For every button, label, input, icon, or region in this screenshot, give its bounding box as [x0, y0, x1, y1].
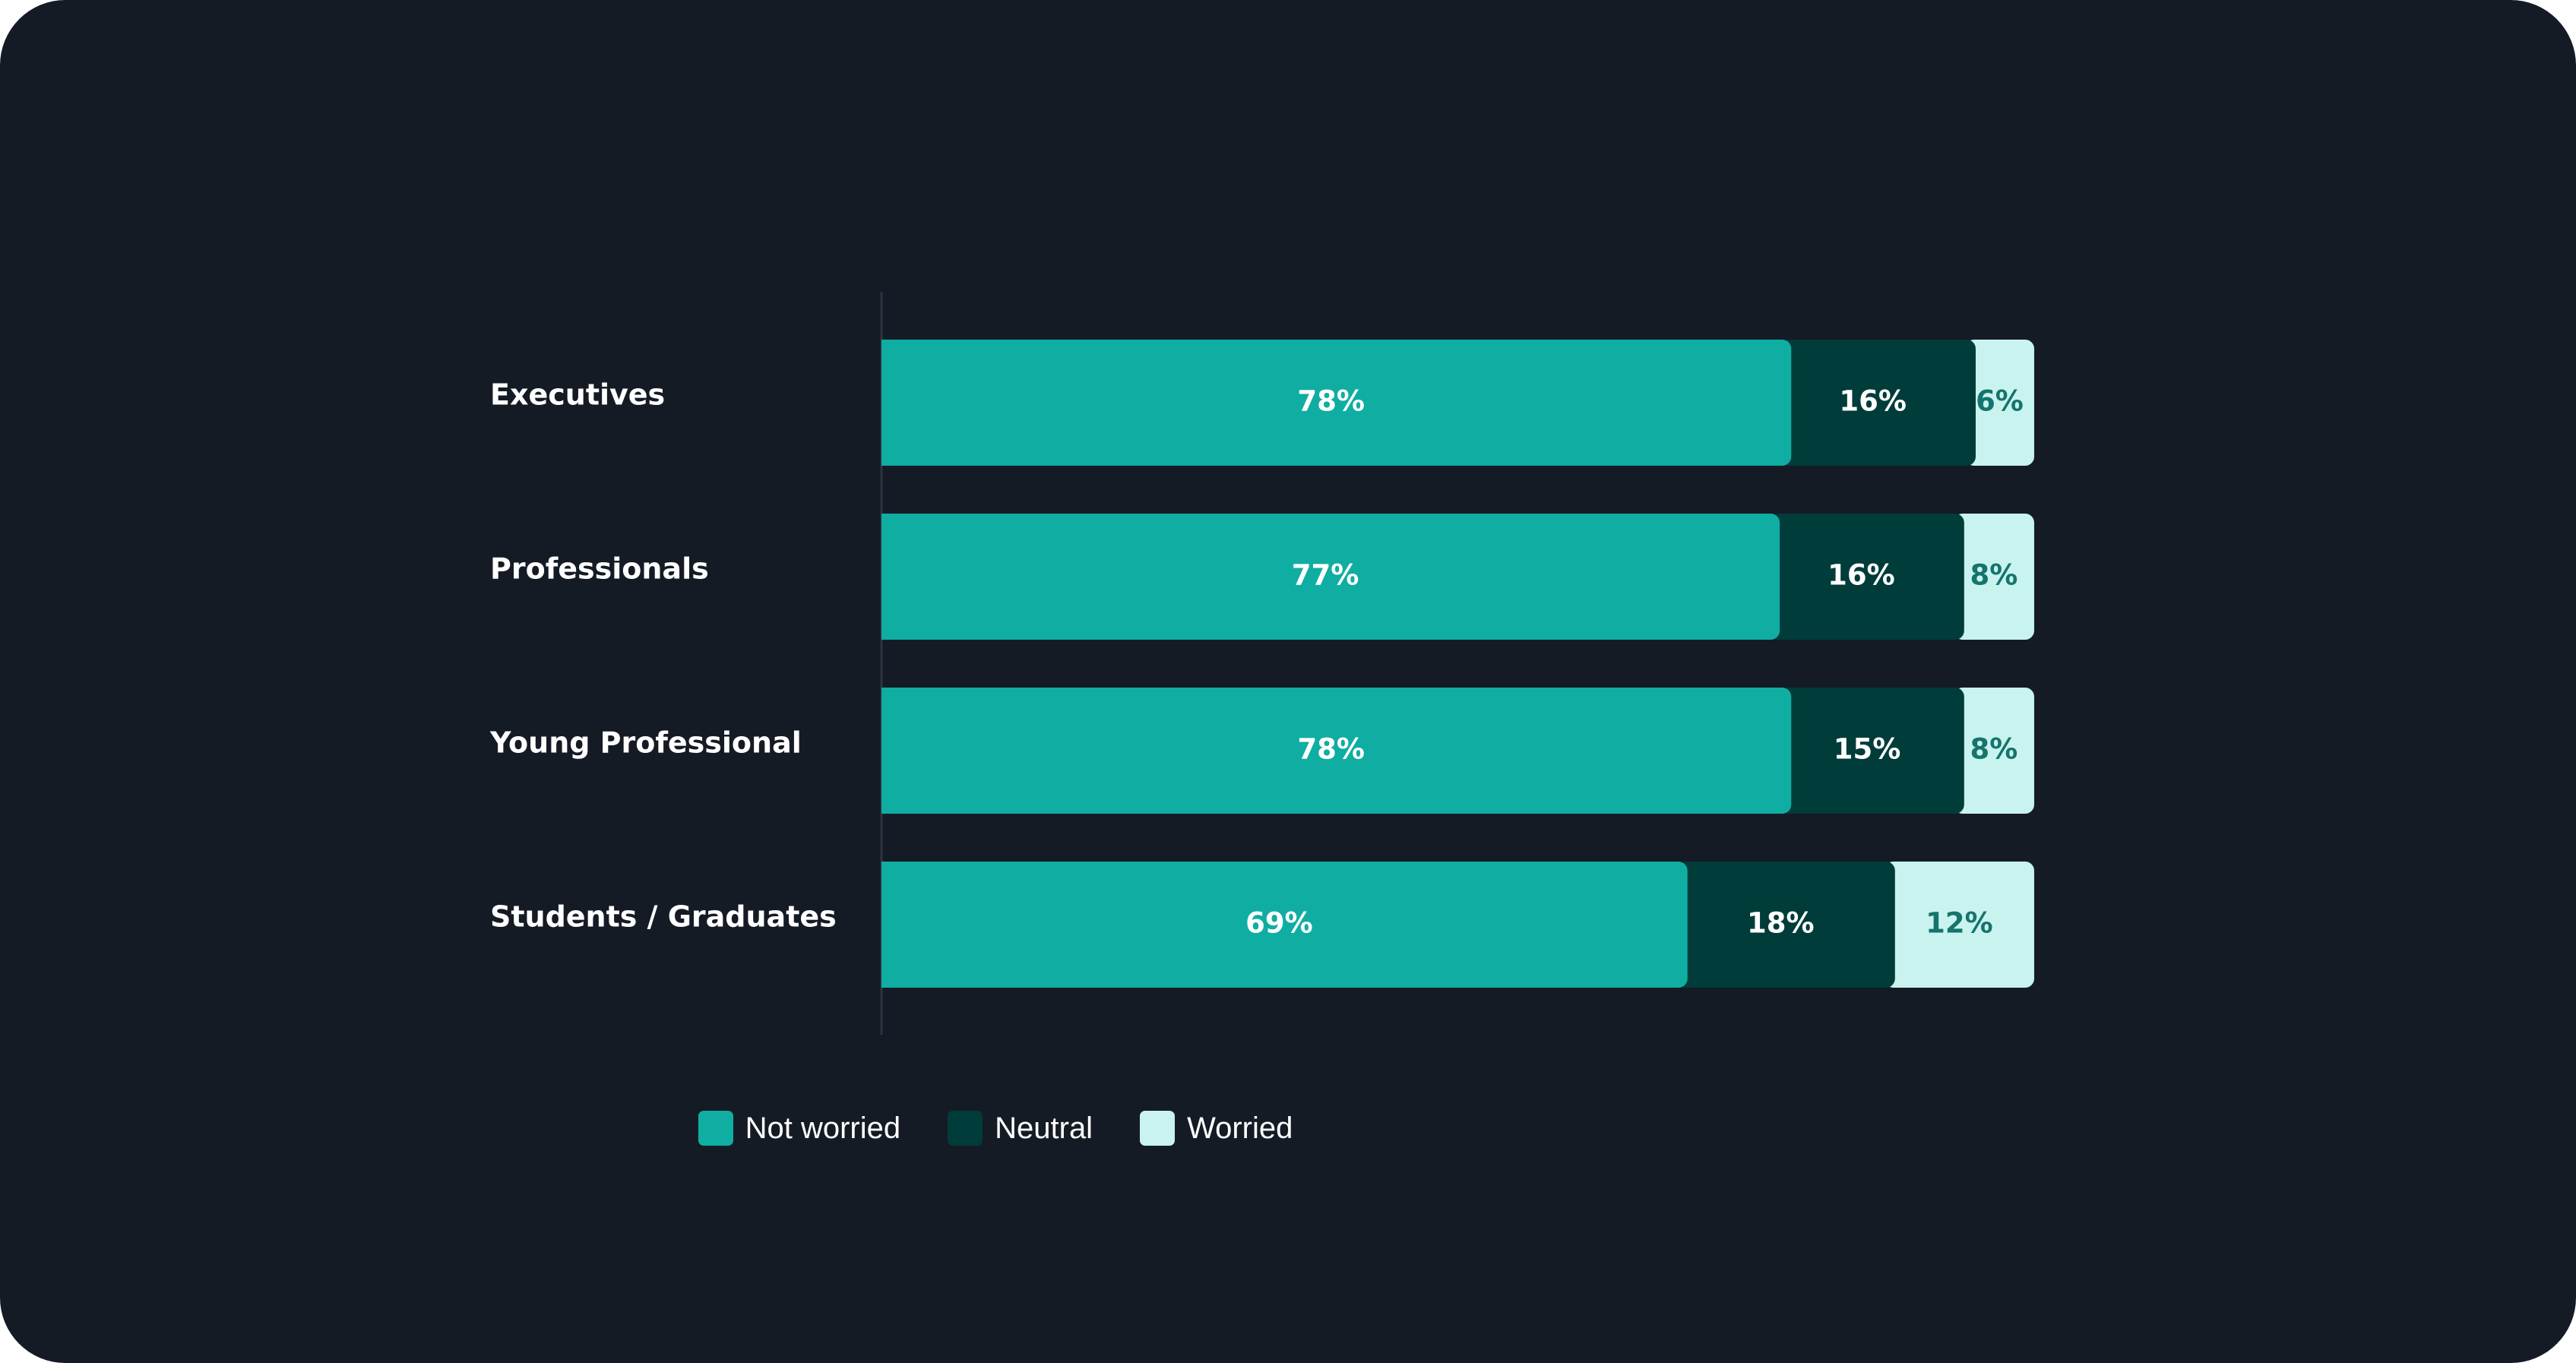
- bar-worried-young-professional: [1953, 688, 2034, 814]
- value-label-neutral-professionals: 16%: [1828, 559, 1895, 592]
- bar-worried-students-graduates: [1884, 862, 2034, 988]
- legend-item-not-worried: Not worried: [698, 1111, 901, 1146]
- value-label-worried-young-professional: 8%: [1970, 733, 2017, 766]
- chart-legend: Not worried Neutral Worried: [0, 1111, 1991, 1146]
- bar-edge-students-graduates: [881, 862, 897, 988]
- legend-item-neutral: Neutral: [948, 1111, 1093, 1146]
- bar-not-worried-students-graduates: [881, 862, 1688, 988]
- category-label-students-graduates: Students / Graduates: [490, 900, 837, 934]
- value-label-not-worried-students-graduates: 69%: [1245, 907, 1313, 940]
- value-label-worried-professionals: 8%: [1970, 559, 2017, 592]
- bar-neutral-executives: [1780, 340, 1976, 466]
- bar-edge-young-professional: [881, 688, 897, 814]
- bar-neutral-professionals: [1769, 514, 1964, 640]
- bar-neutral-young-professional: [1780, 688, 1964, 814]
- value-label-neutral-executives: 16%: [1839, 385, 1907, 418]
- value-label-not-worried-professionals: 77%: [1292, 559, 1359, 592]
- bar-worried-executives: [1964, 340, 2034, 466]
- bar-edge-professionals: [881, 514, 897, 640]
- bar-neutral-students-graduates: [1676, 862, 1895, 988]
- legend-swatch-not-worried: [698, 1111, 733, 1146]
- category-label-professionals: Professionals: [490, 552, 709, 586]
- legend-label-not-worried: Not worried: [745, 1111, 901, 1145]
- legend-swatch-worried: [1140, 1111, 1176, 1146]
- bar-not-worried-professionals: [881, 514, 1780, 640]
- value-label-worried-executives: 6%: [1976, 385, 2024, 418]
- legend-item-worried: Worried: [1140, 1111, 1293, 1146]
- bar-not-worried-young-professional: [881, 688, 1792, 814]
- bar-worried-professionals: [1953, 514, 2034, 640]
- value-label-worried-students-graduates: 12%: [1926, 907, 1993, 940]
- category-label-young-professional: Young Professional: [489, 726, 802, 760]
- bar-edge-executives: [881, 340, 897, 466]
- bar-not-worried-executives: [881, 340, 1792, 466]
- value-label-neutral-young-professional: 15%: [1834, 733, 1901, 766]
- legend-label-worried: Worried: [1187, 1111, 1293, 1145]
- value-label-not-worried-young-professional: 78%: [1297, 733, 1365, 766]
- category-label-executives: Executives: [490, 378, 665, 412]
- value-label-neutral-students-graduates: 18%: [1747, 907, 1815, 940]
- legend-label-neutral: Neutral: [995, 1111, 1093, 1145]
- legend-swatch-neutral: [948, 1111, 983, 1146]
- value-label-not-worried-executives: 78%: [1297, 385, 1365, 418]
